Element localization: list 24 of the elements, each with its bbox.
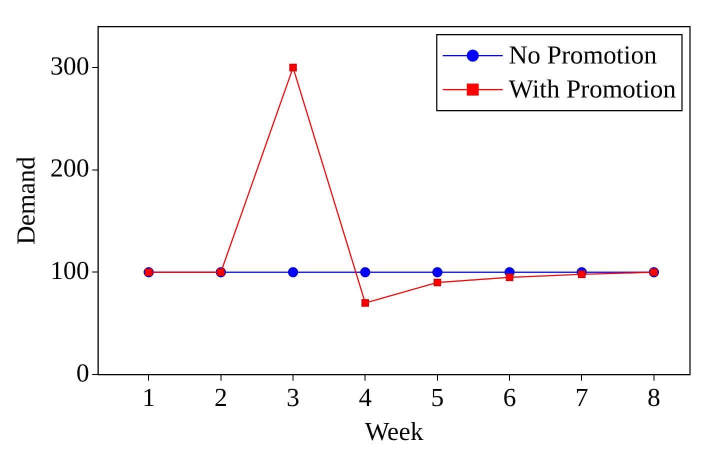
point — [506, 274, 514, 282]
y-tick-label: 0 — [76, 358, 90, 388]
legend-label: No Promotion — [508, 40, 657, 70]
x-tick-label: 2 — [214, 383, 228, 412]
x-tick-label: 6 — [503, 383, 516, 412]
y-axis-title: Demand — [11, 156, 40, 245]
x-tick-label: 8 — [647, 383, 660, 412]
y-tick-label: 300 — [50, 51, 90, 80]
point — [434, 278, 442, 286]
point — [289, 64, 297, 72]
x-tick-label: 1 — [142, 383, 156, 412]
point — [361, 299, 370, 307]
x-tick-label: 7 — [575, 383, 588, 412]
point — [360, 267, 370, 278]
point — [578, 270, 586, 278]
x-axis-title: Week — [364, 417, 424, 446]
legend-label: With Promotion — [508, 74, 676, 104]
x-tick-label: 4 — [358, 383, 372, 412]
x-tick-label: 3 — [286, 383, 300, 412]
y-tick-label: 100 — [50, 256, 90, 286]
y-tick-label: 200 — [50, 154, 90, 183]
point — [288, 267, 298, 278]
x-tick-label: 5 — [430, 383, 444, 412]
point — [432, 267, 443, 278]
